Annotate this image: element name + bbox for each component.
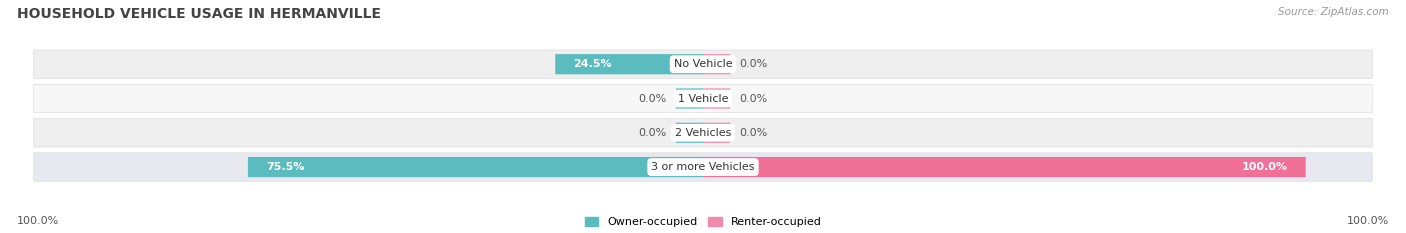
Text: 75.5%: 75.5%: [266, 162, 305, 172]
Text: 2 Vehicles: 2 Vehicles: [675, 128, 731, 138]
Text: No Vehicle: No Vehicle: [673, 59, 733, 69]
Text: 100.0%: 100.0%: [1347, 216, 1389, 226]
Text: 0.0%: 0.0%: [638, 93, 666, 103]
Text: 0.0%: 0.0%: [740, 59, 768, 69]
Text: HOUSEHOLD VEHICLE USAGE IN HERMANVILLE: HOUSEHOLD VEHICLE USAGE IN HERMANVILLE: [17, 7, 381, 21]
FancyBboxPatch shape: [703, 157, 1306, 177]
FancyBboxPatch shape: [703, 123, 730, 143]
FancyBboxPatch shape: [676, 88, 703, 109]
Text: 100.0%: 100.0%: [17, 216, 59, 226]
FancyBboxPatch shape: [34, 50, 1372, 79]
FancyBboxPatch shape: [34, 119, 1372, 147]
Text: 0.0%: 0.0%: [638, 128, 666, 138]
Text: 24.5%: 24.5%: [574, 59, 612, 69]
Text: 100.0%: 100.0%: [1241, 162, 1288, 172]
Text: 0.0%: 0.0%: [740, 128, 768, 138]
Text: 1 Vehicle: 1 Vehicle: [678, 93, 728, 103]
Text: 0.0%: 0.0%: [740, 93, 768, 103]
FancyBboxPatch shape: [247, 157, 703, 177]
FancyBboxPatch shape: [703, 54, 730, 74]
FancyBboxPatch shape: [555, 54, 703, 74]
Text: Source: ZipAtlas.com: Source: ZipAtlas.com: [1278, 7, 1389, 17]
FancyBboxPatch shape: [703, 88, 730, 109]
FancyBboxPatch shape: [34, 153, 1372, 181]
Text: 3 or more Vehicles: 3 or more Vehicles: [651, 162, 755, 172]
Legend: Owner-occupied, Renter-occupied: Owner-occupied, Renter-occupied: [585, 217, 821, 227]
FancyBboxPatch shape: [34, 84, 1372, 113]
FancyBboxPatch shape: [676, 123, 703, 143]
